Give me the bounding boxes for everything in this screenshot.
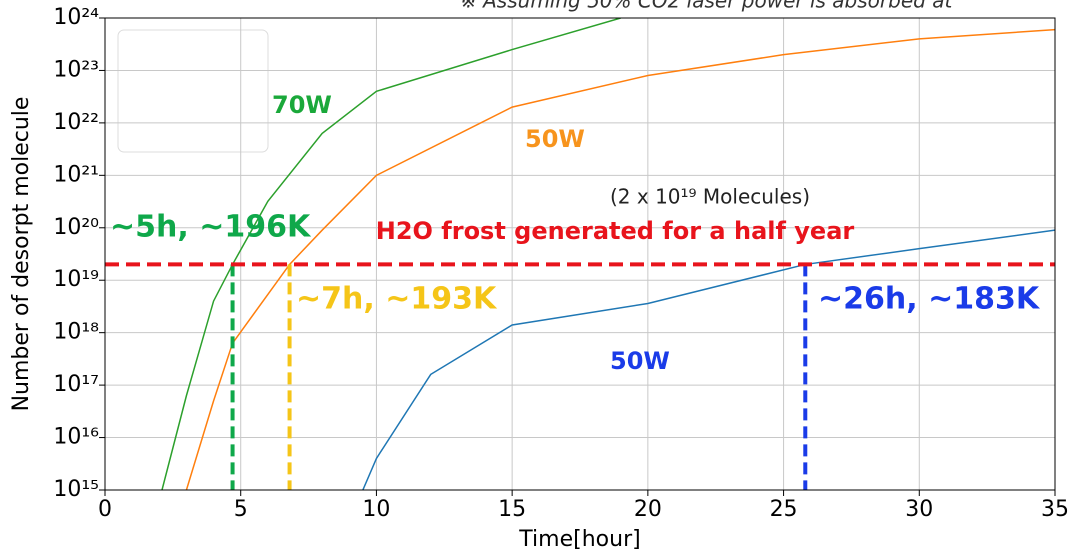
threshold-sublabel: (2 x 10¹⁹ Molecules) (610, 185, 810, 209)
plot-frame (104, 17, 1056, 491)
series-label: 50W (610, 347, 670, 375)
line (362, 229, 1055, 490)
y-tick-label: 10²³ (53, 57, 99, 82)
y-tick-label: 10²² (53, 110, 99, 135)
y-tick-label: 10¹⁵ (53, 477, 99, 502)
marker-label: ~26h, ~183K (818, 282, 1041, 317)
note: ※ Assuming 50% CO2 laser power is absorb… (460, 0, 953, 13)
x-axis-label: Time[hour] (518, 527, 640, 552)
line (185, 28, 1055, 490)
x-tick-label: 15 (498, 497, 526, 522)
x-tick-label: 5 (234, 497, 248, 522)
x-tick-label: 25 (770, 497, 798, 522)
marker-label: ~5h, ~196K (110, 210, 312, 245)
y-tick-label: 10¹⁷ (53, 372, 99, 397)
x-tick-label: 35 (1041, 497, 1069, 522)
x-tick-label: 0 (98, 497, 112, 522)
series-label: 50W (525, 125, 585, 153)
y-tick-label: 10²¹ (53, 162, 99, 187)
x-tick-label: 30 (905, 497, 933, 522)
y-tick-label: 10¹⁸ (53, 320, 99, 345)
series-label: 70W (272, 91, 332, 119)
y-tick-label: 10¹⁹ (53, 267, 99, 292)
y-tick-label: 10²⁰ (53, 215, 99, 240)
x-tick-label: 10 (362, 497, 390, 522)
legend-box (117, 29, 269, 153)
y-axis-label: Number of desorpt molecule (9, 97, 34, 412)
x-tick-label: 20 (634, 497, 662, 522)
marker-label: ~7h, ~193K (296, 282, 498, 317)
y-tick-label: 10¹⁶ (53, 425, 99, 450)
line (161, 18, 621, 490)
threshold-label: H2O frost generated for a half year (376, 217, 855, 245)
y-tick-label: 10²⁴ (53, 5, 99, 30)
